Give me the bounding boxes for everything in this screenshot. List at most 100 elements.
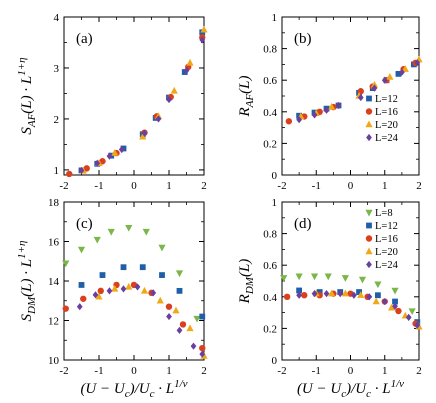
data-point — [374, 281, 382, 289]
data-point — [341, 275, 349, 282]
data-point — [76, 303, 83, 311]
data-point — [92, 291, 99, 299]
data-point — [111, 149, 119, 156]
data-point — [80, 295, 87, 302]
legend: L=8 L=12 L=16 L=20 L=24 — [365, 208, 399, 271]
x-tick-label: -1 — [94, 180, 103, 192]
legend-label: L=20 — [375, 120, 398, 131]
x-axis-label: (U − Uc)/Uc · L1/ν — [297, 378, 404, 400]
data-point — [97, 287, 104, 295]
panel-b: -2 -1 0 1 200.20.40.60.81(b)RAF(L)L=12L=16L=… — [237, 12, 423, 192]
series-l-12 — [296, 61, 417, 119]
data-point — [280, 275, 288, 282]
data-point — [199, 350, 206, 358]
legend-marker — [366, 260, 372, 269]
data-point — [341, 289, 349, 297]
data-point — [296, 116, 303, 124]
data-point — [78, 166, 85, 175]
data-point — [200, 25, 208, 33]
y-tick-label: 0.6 — [263, 75, 277, 87]
series-l-16 — [66, 34, 206, 178]
x-tick-label: -1 — [94, 365, 103, 377]
series-l-12 — [78, 29, 206, 174]
data-point — [66, 170, 73, 178]
data-point — [375, 292, 381, 299]
x-tick-label: -1 — [312, 365, 321, 377]
data-point — [93, 236, 101, 244]
series-l-16 — [62, 281, 206, 352]
data-point — [391, 287, 399, 295]
y-tick-label: 3 — [54, 63, 60, 75]
data-point — [165, 303, 173, 310]
data-point — [95, 292, 103, 300]
data-point — [139, 264, 146, 271]
y-tick-label: 0.4 — [263, 292, 277, 304]
x-tick-label: -2 — [59, 180, 68, 192]
series-l-8 — [62, 224, 201, 323]
data-point — [366, 293, 373, 301]
y-tick-label: 1 — [272, 197, 278, 209]
data-point — [335, 101, 342, 110]
data-point — [357, 291, 365, 298]
x-tick-label: 2 — [416, 365, 422, 377]
series-l-24 — [76, 283, 206, 358]
series-l-20 — [95, 282, 208, 359]
y-tick-label: 2 — [54, 114, 60, 126]
y-axis-label: RAF(L) — [237, 76, 256, 118]
data-point — [190, 342, 197, 350]
y-tick-label: 0.8 — [263, 229, 277, 241]
y-tick-label: 4 — [54, 12, 60, 24]
data-point — [370, 80, 379, 88]
data-point — [62, 260, 70, 268]
series-l-24 — [296, 290, 421, 329]
data-point — [310, 273, 319, 281]
data-point — [311, 111, 318, 119]
legend: L=12 L=16 L=20 L=24 — [365, 94, 399, 144]
data-point — [141, 129, 148, 137]
y-tick-label: 14 — [48, 276, 60, 288]
data-point — [172, 306, 180, 314]
data-point — [120, 285, 127, 293]
x-tick-label: 0 — [348, 365, 354, 377]
legend-label: L=16 — [375, 107, 398, 118]
data-point — [199, 344, 206, 352]
data-point — [170, 86, 178, 94]
data-point — [351, 291, 357, 299]
legend-marker — [366, 95, 372, 102]
series-l-16 — [285, 59, 419, 125]
data-point — [356, 289, 362, 295]
panel-label: (d) — [294, 216, 312, 232]
data-point — [94, 159, 101, 167]
data-point — [139, 132, 147, 140]
legend-marker — [365, 108, 373, 115]
data-point — [323, 290, 330, 298]
data-point — [414, 59, 421, 67]
series-l-24 — [78, 36, 206, 175]
data-point — [186, 324, 194, 332]
data-point — [193, 315, 201, 323]
y-tick-label: 0 — [272, 355, 278, 367]
y-tick-label: 16 — [48, 237, 60, 249]
data-point — [372, 297, 380, 305]
data-point — [295, 273, 303, 281]
legend-marker — [365, 209, 373, 217]
panel-label: (a) — [76, 31, 93, 47]
data-point — [408, 308, 416, 316]
x-tick-label: 1 — [382, 180, 388, 192]
data-point — [99, 272, 106, 278]
y-tick-label: 18 — [48, 197, 60, 209]
legend-label: L=16 — [375, 234, 398, 245]
data-point — [77, 246, 86, 254]
data-point — [199, 313, 206, 320]
data-point — [301, 292, 308, 299]
data-point — [405, 313, 412, 321]
data-point — [83, 165, 90, 172]
legend-label: L=12 — [375, 221, 398, 232]
data-point — [324, 273, 332, 281]
data-point — [150, 289, 157, 297]
y-tick-label: 0 — [272, 170, 278, 182]
data-point — [371, 84, 378, 92]
x-tick-label: -2 — [277, 365, 286, 377]
data-point — [62, 305, 69, 312]
data-point — [183, 66, 190, 75]
